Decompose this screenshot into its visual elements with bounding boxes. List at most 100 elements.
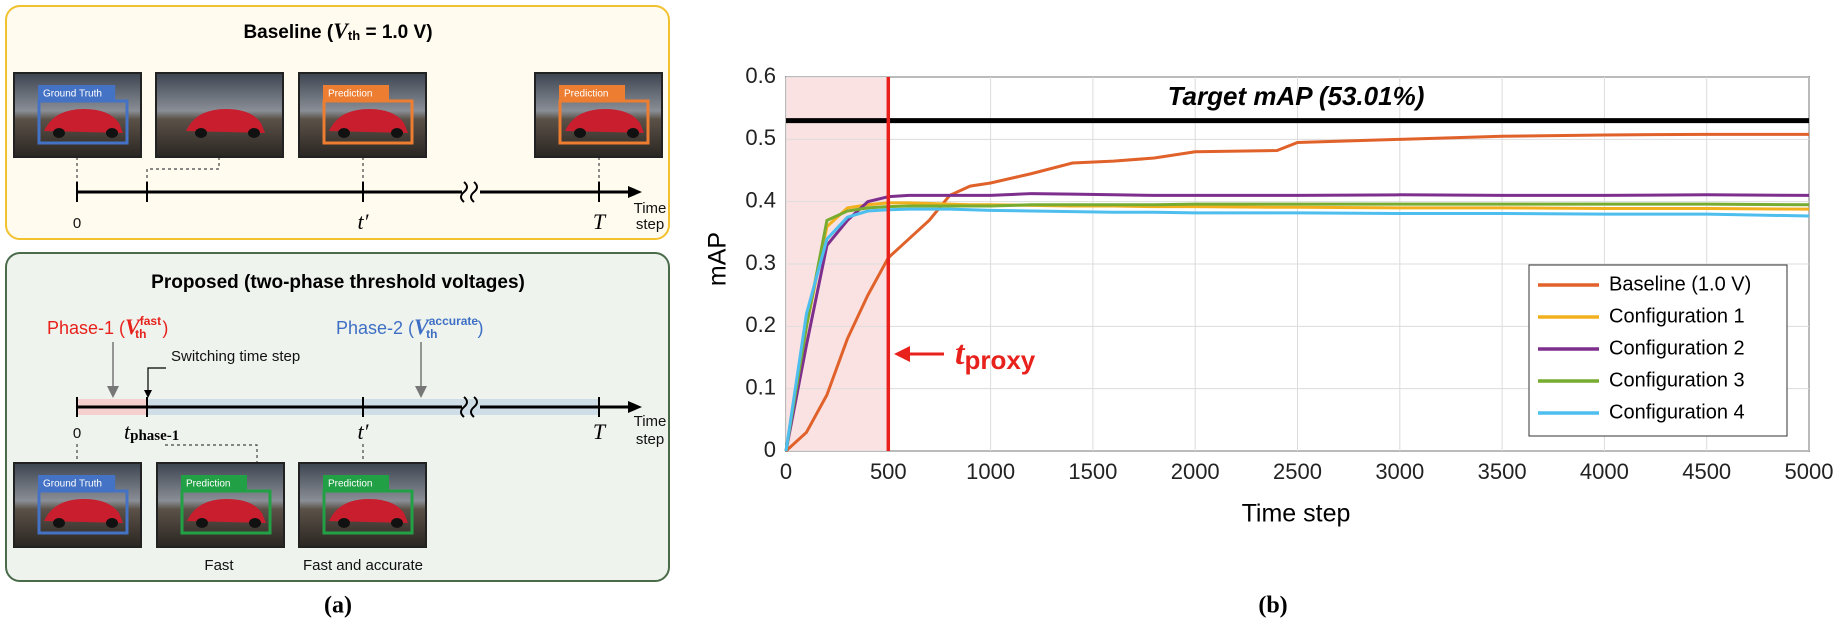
proxy-label: tproxy	[955, 335, 1036, 375]
axis-label: 0	[73, 425, 81, 442]
x-tick-label: 3500	[1478, 459, 1527, 484]
arrowhead	[144, 390, 152, 398]
x-tick-label: 1000	[966, 459, 1015, 484]
x-tick-label: 4000	[1580, 459, 1629, 484]
wheel	[248, 128, 260, 138]
axis-break	[460, 396, 478, 418]
label-sub: th	[426, 327, 437, 341]
image-thumbnail: Prediction	[156, 462, 285, 548]
x-tick-label: 2500	[1273, 459, 1322, 484]
arrowhead	[628, 401, 642, 413]
car	[44, 499, 123, 523]
axis-label: T	[593, 209, 607, 234]
series-line	[784, 132, 1809, 453]
y-tick-label: 0.1	[745, 374, 776, 399]
box-tag	[38, 85, 116, 101]
axis-break	[460, 181, 478, 203]
box-tag	[181, 475, 247, 491]
box-tag	[38, 475, 116, 491]
title-part: = 1.0 V)	[360, 22, 432, 43]
wheel	[195, 128, 207, 138]
phase1-label: Phase-1 (Vfast th)	[47, 314, 168, 341]
label-var: V	[125, 314, 142, 339]
box-label: Ground Truth	[43, 479, 102, 490]
x-tick-label: 5000	[1785, 459, 1834, 484]
y-tick-label: 0.5	[745, 125, 776, 150]
proposed-title: Proposed (two-phase threshold voltages)	[151, 272, 525, 293]
box-tag	[559, 85, 625, 101]
label-var: t	[124, 419, 131, 444]
label-sup: accurate	[429, 314, 479, 328]
wheel	[106, 518, 118, 528]
label-part: Phase-2 (	[336, 318, 414, 338]
image-thumbnail: Prediction	[298, 72, 427, 158]
image-thumbnail	[155, 72, 284, 158]
label-part: )	[162, 318, 168, 338]
arrowhead	[628, 186, 642, 198]
image-caption: Fast and accurate	[303, 557, 423, 574]
panel-caption: (b)	[1258, 593, 1287, 619]
image-thumbnail: Ground Truth	[13, 72, 142, 158]
wheel	[391, 518, 403, 528]
legend-label: Baseline (1.0 V)	[1609, 273, 1751, 295]
legend-label: Configuration 4	[1609, 401, 1745, 423]
car	[329, 499, 408, 523]
y-axis-label: mAP	[704, 232, 732, 286]
wheel	[53, 128, 65, 138]
pointer-arrows	[112, 342, 422, 388]
x-tick-label: 500	[870, 459, 907, 484]
label-sub: phase-1	[130, 428, 179, 444]
series-line	[784, 207, 1810, 452]
axis-unit: step	[636, 216, 664, 233]
connectors	[76, 157, 600, 182]
ticks	[76, 182, 600, 202]
panel-caption: (a)	[324, 593, 352, 619]
x-tick-label: 2000	[1171, 459, 1220, 484]
axis-label: t′	[358, 419, 370, 444]
series-line	[784, 202, 1810, 452]
car	[187, 499, 266, 523]
wheel	[574, 128, 586, 138]
box-label: Prediction	[328, 89, 372, 100]
baseline-title: Baseline (Vth = 1.0 V)	[243, 18, 432, 43]
y-tick-label: 0.2	[745, 312, 776, 337]
label-var: t	[955, 335, 966, 372]
axis-unit: Time	[634, 413, 667, 430]
car	[44, 109, 123, 133]
box-label: Prediction	[328, 479, 372, 490]
plot: 0 0.1 0.2 0.3 0.4 0.5 0.6 0 500 1000 1500 2000 2500 3…	[745, 63, 1833, 484]
switch-label: Switching time step	[171, 348, 300, 365]
x-tick-label: 4500	[1682, 459, 1731, 484]
axis-label: 0	[73, 215, 81, 232]
title-part: Baseline (	[243, 22, 333, 43]
image-caption: Fast	[204, 557, 234, 574]
box-label: Prediction	[564, 89, 608, 100]
box-tag	[323, 85, 389, 101]
x-tick-label: 1500	[1068, 459, 1117, 484]
arrowhead	[894, 346, 910, 362]
wheel	[249, 518, 261, 528]
wheel	[391, 128, 403, 138]
label-part: )	[477, 318, 483, 338]
axis-unit: step	[636, 431, 664, 448]
axis-label: tphase-1	[124, 419, 179, 444]
connectors	[76, 444, 364, 463]
phase2-label: Phase-2 (Vaccurate th)	[336, 314, 483, 341]
wheel	[338, 518, 350, 528]
legend-label: Configuration 1	[1609, 305, 1745, 327]
y-tick-label: 0.4	[745, 187, 776, 212]
title-sub: th	[348, 28, 360, 43]
axis-unit: Time	[634, 200, 667, 217]
label-sub: proxy	[964, 345, 1035, 375]
label-sub: th	[135, 327, 146, 341]
car	[565, 109, 644, 133]
y-tick-label: 0	[764, 437, 776, 462]
title-var: V	[333, 18, 350, 43]
axis-label: t′	[358, 209, 370, 234]
wheel	[338, 128, 350, 138]
box-label: Prediction	[186, 479, 230, 490]
wheel	[627, 128, 639, 138]
image-thumbnail: Prediction	[534, 72, 663, 158]
ticks	[76, 397, 600, 417]
